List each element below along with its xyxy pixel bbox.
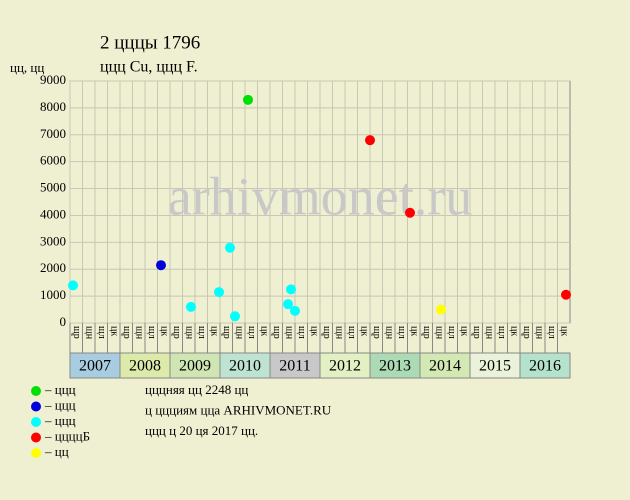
y-tick-label: 0 [60, 314, 67, 329]
chart-title: 2 цццы 1796 [100, 32, 200, 53]
quarter-label: щр [371, 326, 382, 339]
legend-marker [31, 432, 41, 443]
quarter-label: цк [508, 326, 519, 336]
quarter-label: щн [333, 326, 344, 340]
quarter-label: щн [483, 326, 494, 340]
quarter-label: щн [133, 326, 144, 340]
y-tick-label: 3000 [40, 233, 66, 248]
y-tick-label: 1000 [40, 287, 66, 302]
y-axis-label: цц, цц [10, 60, 44, 75]
note: ц ццциям цца ARHIVMONET.RU [145, 402, 332, 417]
quarter-label: цк [158, 326, 169, 336]
quarter-label: щл [196, 326, 207, 339]
quarter-label: щн [83, 326, 94, 340]
data-point [156, 260, 166, 271]
quarter-label: цк [458, 326, 469, 336]
x-tick-label: 2008 [129, 358, 161, 375]
quarter-label: щр [521, 326, 532, 339]
quarter-label: щн [283, 326, 294, 340]
x-tick-label: 2011 [279, 358, 310, 375]
quarter-label: щл [246, 326, 257, 339]
quarter-label: щн [433, 326, 444, 340]
data-point [214, 287, 224, 298]
quarter-label: щн [233, 326, 244, 340]
quarter-label: цк [258, 326, 269, 336]
y-tick-label: 5000 [40, 180, 66, 195]
quarter-label: щр [271, 326, 282, 339]
y-tick-label: 7000 [40, 126, 66, 141]
quarter-label: щр [71, 326, 82, 339]
quarter-label: щл [346, 326, 357, 339]
data-point [225, 242, 235, 253]
data-point [436, 304, 446, 315]
chart-subtitle: ццц Cu, ццц F. [100, 59, 198, 76]
y-tick-label: 6000 [40, 153, 66, 168]
watermark: arhivmonet.ru [168, 166, 472, 226]
note: цццняя цц 2248 цц [145, 382, 248, 397]
quarter-label: цк [308, 326, 319, 336]
quarter-label: щл [96, 326, 107, 339]
quarter-label: щр [221, 326, 232, 339]
quarter-label: щл [446, 326, 457, 339]
quarter-label: щн [183, 326, 194, 340]
quarter-label: щл [296, 326, 307, 339]
x-tick-label: 2013 [379, 358, 411, 375]
data-point [365, 135, 375, 146]
x-tick-label: 2012 [329, 358, 361, 375]
year-band [269, 352, 321, 379]
quarter-label: щр [471, 326, 482, 339]
quarter-label: щл [396, 326, 407, 339]
quarter-label: цк [108, 326, 119, 336]
note: ццц ц 20 ця 2017 цц. [145, 423, 258, 438]
quarter-label: щр [421, 326, 432, 339]
year-band [319, 352, 371, 379]
legend-marker [31, 386, 41, 396]
legend-label: – ццццБ [44, 428, 90, 443]
quarter-label: щн [533, 326, 544, 340]
quarter-label: цк [408, 326, 419, 336]
legend-label: – ццц [44, 413, 76, 428]
data-point [68, 280, 78, 291]
quarter-label: щр [321, 326, 332, 339]
quarter-label: цк [208, 326, 219, 336]
quarter-label: щр [121, 326, 132, 339]
data-point [230, 311, 240, 322]
year-band [469, 352, 521, 379]
legend-marker [31, 401, 41, 412]
y-tick-label: 8000 [40, 99, 66, 114]
x-tick-label: 2007 [79, 358, 111, 375]
data-point [283, 299, 293, 310]
x-tick-label: 2010 [229, 358, 261, 375]
data-point [561, 289, 571, 300]
quarter-label: щл [546, 326, 557, 339]
y-tick-label: 4000 [40, 206, 66, 221]
quarter-label: цк [558, 326, 569, 336]
year-band [169, 352, 221, 379]
data-point [186, 301, 196, 312]
x-tick-label: 2009 [179, 358, 211, 375]
y-tick-label: 2000 [40, 260, 66, 275]
quarter-label: щл [496, 326, 507, 339]
legend-marker [31, 417, 41, 427]
quarter-label: щн [383, 326, 394, 340]
quarter-label: щр [171, 326, 182, 339]
data-point [405, 207, 415, 218]
x-tick-label: 2014 [429, 358, 461, 375]
data-point [286, 284, 296, 295]
legend-label: – цц [44, 444, 69, 459]
data-point [290, 305, 300, 316]
year-band [519, 352, 571, 379]
data-point [243, 94, 253, 105]
x-tick-label: 2015 [479, 358, 511, 375]
quarter-label: цк [358, 326, 369, 336]
x-tick-label: 2016 [529, 358, 561, 375]
legend-label: – ццц [44, 382, 76, 397]
legend-marker [31, 448, 41, 458]
quarter-label: щл [146, 326, 157, 339]
y-tick-label: 9000 [40, 72, 66, 87]
legend-label: – ццц [44, 397, 76, 412]
